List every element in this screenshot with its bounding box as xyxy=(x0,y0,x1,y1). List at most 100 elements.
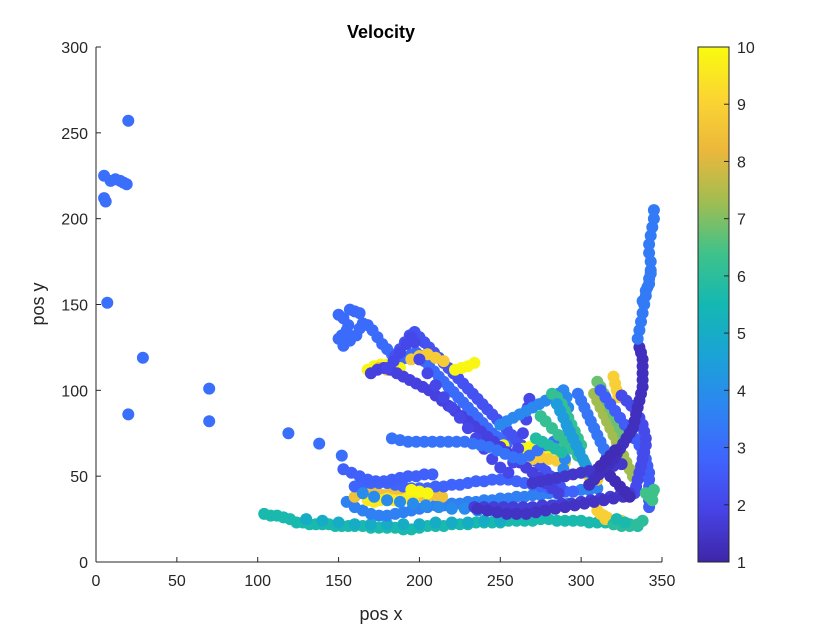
x-axis-ticks: 0 50 100 150 200 250 300 350 xyxy=(92,557,676,590)
data-point xyxy=(353,307,366,320)
data-point xyxy=(445,401,458,414)
data-point xyxy=(300,513,313,526)
data-point xyxy=(335,449,348,462)
data-point xyxy=(639,284,652,297)
colorbar-tick-label: 3 xyxy=(737,441,746,458)
data-point xyxy=(468,356,481,369)
data-point xyxy=(636,295,649,308)
data-point xyxy=(407,497,419,510)
data-point xyxy=(609,444,622,457)
data-point xyxy=(122,408,135,421)
data-point xyxy=(203,415,216,428)
data-point xyxy=(636,514,649,527)
colorbar-tick-label: 9 xyxy=(737,97,746,114)
data-point xyxy=(332,516,345,529)
data-point xyxy=(520,507,533,520)
data-point xyxy=(408,336,421,349)
data-point xyxy=(461,422,474,435)
data-point xyxy=(397,518,410,531)
colorbar-tick-label: 7 xyxy=(737,212,746,229)
data-point xyxy=(394,346,406,359)
data-point xyxy=(461,516,474,529)
data-point xyxy=(421,367,434,380)
data-point xyxy=(387,355,400,368)
data-point xyxy=(368,490,381,503)
data-point xyxy=(647,212,660,225)
data-point xyxy=(348,518,361,531)
y-tick-label: 50 xyxy=(70,469,88,486)
x-tick-label: 100 xyxy=(244,573,271,590)
y-tick-label: 200 xyxy=(61,212,88,229)
data-point xyxy=(539,504,552,517)
data-point xyxy=(429,379,442,392)
data-point xyxy=(101,296,114,309)
colorbar-tick-label: 1 xyxy=(737,555,746,572)
y-axis-label: pos y xyxy=(28,282,48,325)
x-axis-label: pos x xyxy=(359,604,402,624)
data-point xyxy=(502,466,515,479)
data-point xyxy=(436,490,449,503)
x-tick-label: 150 xyxy=(325,573,352,590)
data-point xyxy=(445,502,458,515)
data-point xyxy=(458,502,471,515)
chart-title: Velocity xyxy=(347,22,415,42)
data-point xyxy=(437,391,450,404)
y-axis-ticks: 0 50 100 150 200 250 300 xyxy=(61,40,101,572)
data-point xyxy=(356,487,369,500)
data-point xyxy=(552,487,565,500)
data-point xyxy=(313,437,326,450)
data-point xyxy=(478,514,491,527)
data-point xyxy=(529,506,542,519)
data-point xyxy=(500,507,513,520)
y-tick-label: 300 xyxy=(61,40,88,57)
data-point xyxy=(481,504,494,517)
data-point xyxy=(381,494,394,507)
data-point xyxy=(516,427,529,440)
scatter-points xyxy=(98,114,660,536)
data-point xyxy=(647,204,660,217)
data-point xyxy=(491,506,504,519)
colorbar-tick-label: 6 xyxy=(737,269,746,286)
data-point xyxy=(623,490,636,503)
data-point xyxy=(429,516,442,529)
data-point xyxy=(646,494,659,507)
colorbar-tick-label: 4 xyxy=(737,383,746,400)
data-point xyxy=(394,495,406,508)
data-point xyxy=(559,501,571,514)
data-point xyxy=(555,446,568,459)
data-point xyxy=(549,502,562,515)
data-point xyxy=(122,114,135,127)
data-point xyxy=(413,518,426,531)
data-point xyxy=(568,499,581,512)
y-tick-label: 150 xyxy=(61,298,88,315)
y-tick-label: 100 xyxy=(61,383,88,400)
x-tick-label: 350 xyxy=(649,573,676,590)
data-point xyxy=(643,247,656,259)
x-tick-label: 50 xyxy=(168,573,186,590)
data-point xyxy=(597,494,610,507)
data-point xyxy=(99,195,112,208)
data-point xyxy=(136,351,149,364)
data-point xyxy=(445,516,458,529)
data-point xyxy=(471,502,484,515)
data-point xyxy=(316,514,329,527)
colorbar-tick-label: 10 xyxy=(737,40,755,57)
data-point xyxy=(588,495,601,508)
colorbar-ticks: 1 2 3 4 5 6 7 8 9 10 xyxy=(724,40,755,572)
colorbar xyxy=(697,46,730,563)
data-point xyxy=(364,518,377,531)
data-point xyxy=(607,492,620,505)
data-point xyxy=(567,485,580,498)
data-point xyxy=(647,483,660,496)
y-tick-label: 250 xyxy=(61,126,88,143)
data-point xyxy=(618,516,631,529)
data-point xyxy=(413,353,426,366)
x-tick-label: 200 xyxy=(406,573,433,590)
data-point xyxy=(426,468,439,481)
colorbar-tick-label: 2 xyxy=(737,498,746,515)
x-tick-label: 300 xyxy=(568,573,595,590)
data-point xyxy=(453,411,466,424)
data-point xyxy=(644,267,657,280)
data-point xyxy=(437,355,450,368)
